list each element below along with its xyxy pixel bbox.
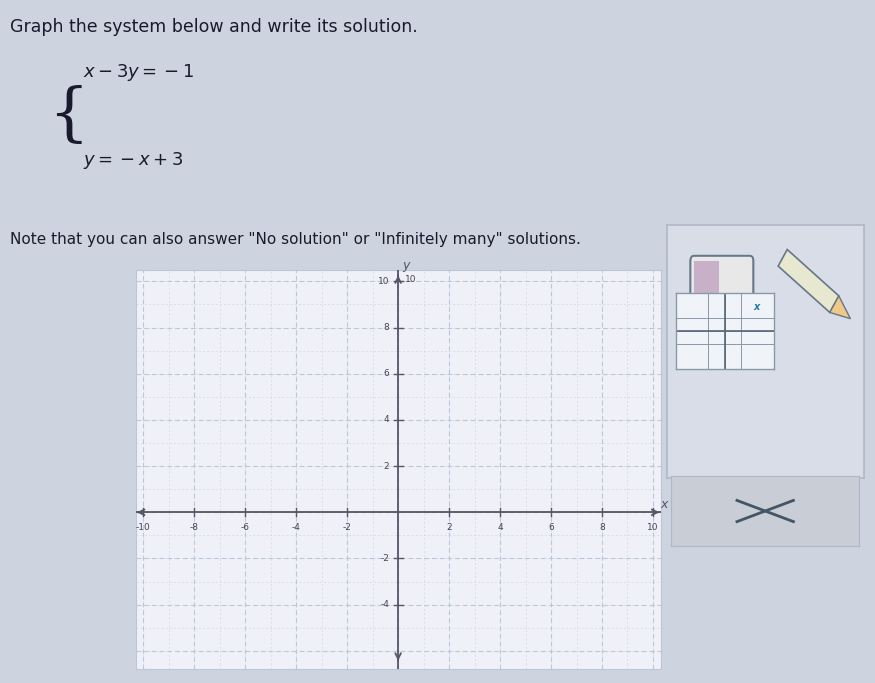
Text: -4: -4 (291, 522, 301, 531)
Text: -4: -4 (381, 600, 389, 609)
Text: 8: 8 (599, 522, 605, 531)
Text: 6: 6 (548, 522, 554, 531)
Text: x: x (753, 302, 760, 311)
Text: 2: 2 (383, 462, 389, 471)
Text: -2: -2 (343, 522, 352, 531)
Text: 10: 10 (648, 522, 659, 531)
Text: -10: -10 (136, 522, 150, 531)
Text: y: y (402, 259, 410, 272)
FancyBboxPatch shape (690, 255, 753, 306)
Text: -8: -8 (190, 522, 199, 531)
Text: x: x (661, 498, 668, 511)
Text: 2: 2 (446, 522, 452, 531)
Text: -6: -6 (241, 522, 249, 531)
Text: $x-3y=-1$: $x-3y=-1$ (83, 62, 194, 83)
Text: -2: -2 (381, 554, 389, 563)
Text: 4: 4 (383, 415, 389, 424)
Text: 8: 8 (383, 323, 389, 332)
Polygon shape (778, 249, 839, 312)
Text: 10: 10 (378, 277, 389, 285)
Text: 10: 10 (405, 275, 416, 284)
FancyBboxPatch shape (695, 261, 719, 301)
Text: 4: 4 (497, 522, 503, 531)
Text: Note that you can also answer "No solution" or "Infinitely many" solutions.: Note that you can also answer "No soluti… (10, 232, 581, 247)
Text: Graph the system below and write its solution.: Graph the system below and write its sol… (10, 18, 418, 36)
Text: $y=-x+3$: $y=-x+3$ (83, 150, 183, 171)
Text: 6: 6 (383, 370, 389, 378)
Text: {: { (48, 86, 88, 148)
Polygon shape (830, 296, 850, 319)
